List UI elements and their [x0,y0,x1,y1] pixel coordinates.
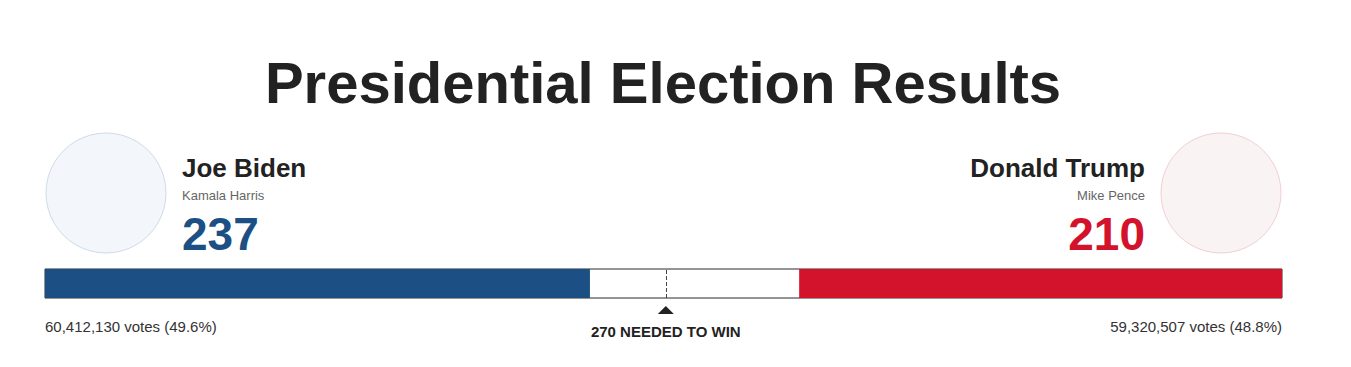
svg-text:Mike Pence: Mike Pence [1077,188,1145,203]
svg-text:237: 237 [182,208,259,260]
svg-text:59,320,507 votes (48.8%): 59,320,507 votes (48.8%) [1110,318,1282,335]
svg-text:210: 210 [1068,208,1145,260]
svg-text:270 NEEDED TO WIN: 270 NEEDED TO WIN [591,323,741,340]
svg-text:Presidential Election Results: Presidential Election Results [265,50,1061,115]
svg-text:60,412,130 votes (49.6%): 60,412,130 votes (49.6%) [45,318,217,335]
svg-text:Donald Trump: Donald Trump [970,153,1145,183]
svg-text:Joe Biden: Joe Biden [182,153,306,183]
svg-text:Kamala Harris: Kamala Harris [182,188,265,203]
